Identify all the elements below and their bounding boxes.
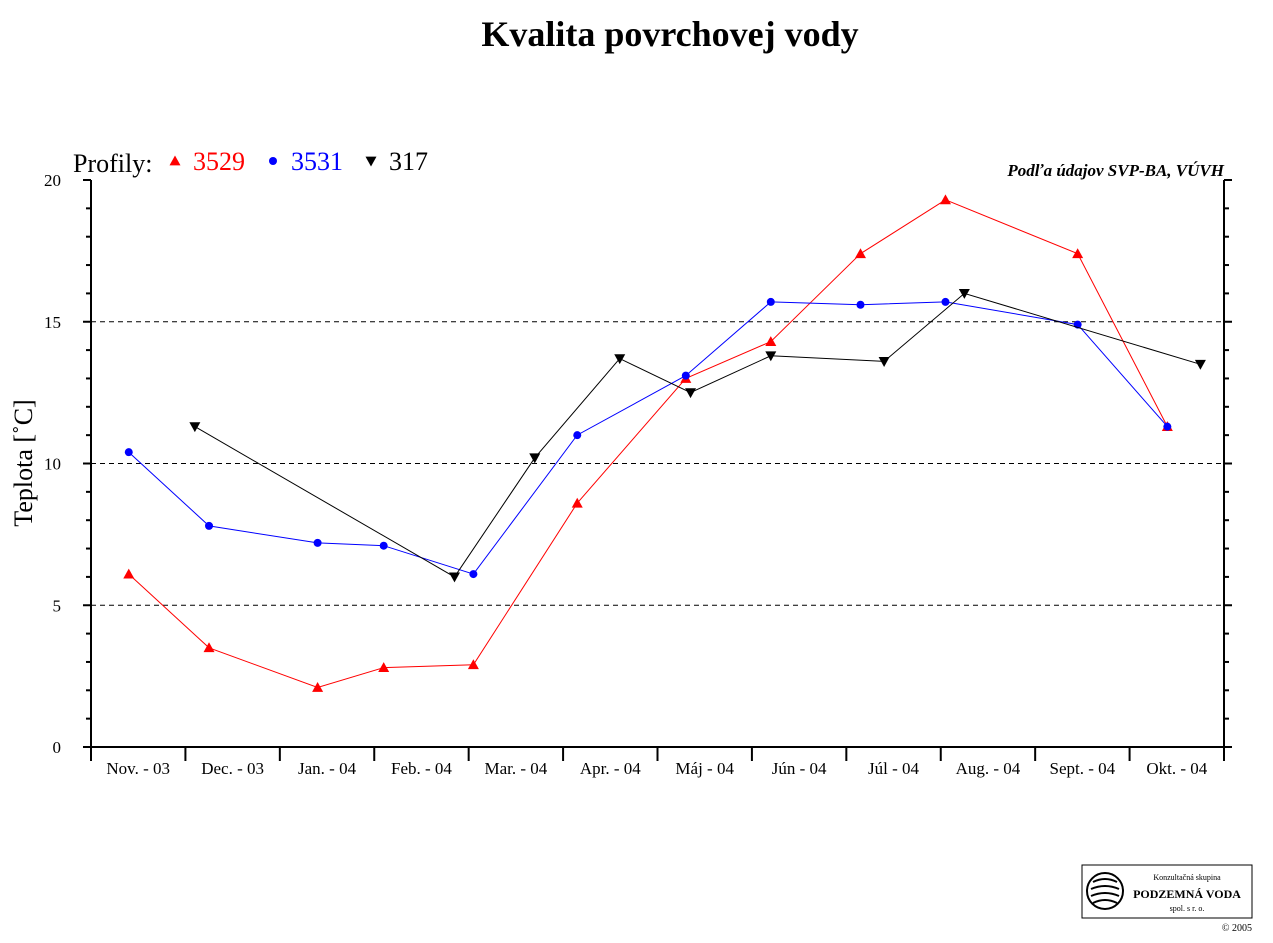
data-point-3529 [123,568,135,579]
data-point-317 [878,357,890,367]
logo-line-2: PODZEMNÁ VODA [1133,887,1241,901]
data-point-3529 [939,194,951,205]
series-3529 [123,194,1173,692]
data-point-3531 [1163,422,1172,431]
data-point-317 [685,388,697,399]
data-point-3531 [379,541,388,550]
x-tick-label: Dec. - 03 [201,759,264,778]
data-point-3531 [573,431,582,440]
y-axis-label: Teplota [˚C] [9,399,38,526]
series-layer [123,194,1206,692]
data-point-317 [614,354,626,365]
legend-marker-317 [365,156,377,167]
series-line-3529 [128,199,1168,689]
data-point-3529 [203,642,215,653]
logo-line-1: Konzultačná skupina [1153,873,1221,882]
data-point-317 [958,289,970,299]
legend-label-3529: 3529 [193,147,245,176]
legend-marker-3529 [169,155,181,166]
company-logo: Konzultačná skupina PODZEMNÁ VODA spol. … [1081,864,1253,934]
legend-prefix: Profily: [73,149,152,178]
data-point-3531 [941,297,950,306]
y-tick-label: 0 [53,738,62,757]
copyright-text: © 2005 [1222,923,1252,934]
data-point-317 [1194,359,1206,370]
legend-label-317: 317 [389,147,428,176]
source-note: Podľa údajov SVP-BA, VÚVH [1006,161,1224,180]
data-point-317 [765,351,777,362]
legend-marker-3531 [269,157,277,165]
data-point-3531 [766,297,775,306]
series-line-3531 [128,301,1168,575]
data-point-3529 [467,659,479,670]
series-317 [189,289,1206,583]
data-point-3531 [856,300,865,309]
logo-line-3: spol. s r. o. [1170,904,1205,913]
legend: Profily: 3529 3531 317 [73,147,428,178]
legend-label-3531: 3531 [291,147,343,176]
x-tick-label: Aug. - 04 [956,759,1021,778]
logo-mark-icon [1086,872,1124,910]
data-point-3531 [681,371,690,380]
data-point-3529 [312,681,324,692]
data-point-3529 [378,662,390,673]
data-point-3529 [765,336,777,346]
y-tick-label: 15 [44,313,61,332]
data-point-3531 [124,448,133,457]
x-tick-label: Apr. - 04 [580,759,641,778]
x-tick-label: Máj - 04 [675,759,734,778]
x-tick-label: Feb. - 04 [391,759,452,778]
y-tick-label: 5 [53,596,62,615]
x-tick-label: Jan. - 04 [298,759,357,778]
chart-title: Kvalita povrchovej vody [481,14,858,54]
x-tick-label: Okt. - 04 [1146,759,1207,778]
series-3531 [124,297,1172,579]
data-point-3531 [205,521,214,530]
data-point-3529 [1072,248,1084,259]
x-tick-label: Mar. - 04 [484,759,547,778]
data-point-3531 [313,538,322,547]
data-point-317 [189,422,201,433]
data-point-3531 [469,570,478,579]
x-tick-label: Júl - 04 [868,759,920,778]
x-axis-ticks: Nov. - 03 Dec. - 03 Jan. - 04 Feb. - 04 Mar.… [90,747,1225,778]
data-point-317 [529,453,541,464]
y-axis-ticks: 0 5 10 15 20 [44,171,1232,757]
data-point-3529 [854,248,866,259]
x-tick-label: Nov. - 03 [106,759,170,778]
x-tick-label: Sept. - 04 [1050,759,1116,778]
x-tick-label: Jún - 04 [772,759,827,778]
data-point-317 [449,572,461,583]
y-tick-label: 10 [44,455,61,474]
y-tick-label: 20 [44,171,61,190]
gridlines [91,321,1224,606]
data-point-3529 [571,497,583,508]
series-line-317 [194,292,1201,578]
